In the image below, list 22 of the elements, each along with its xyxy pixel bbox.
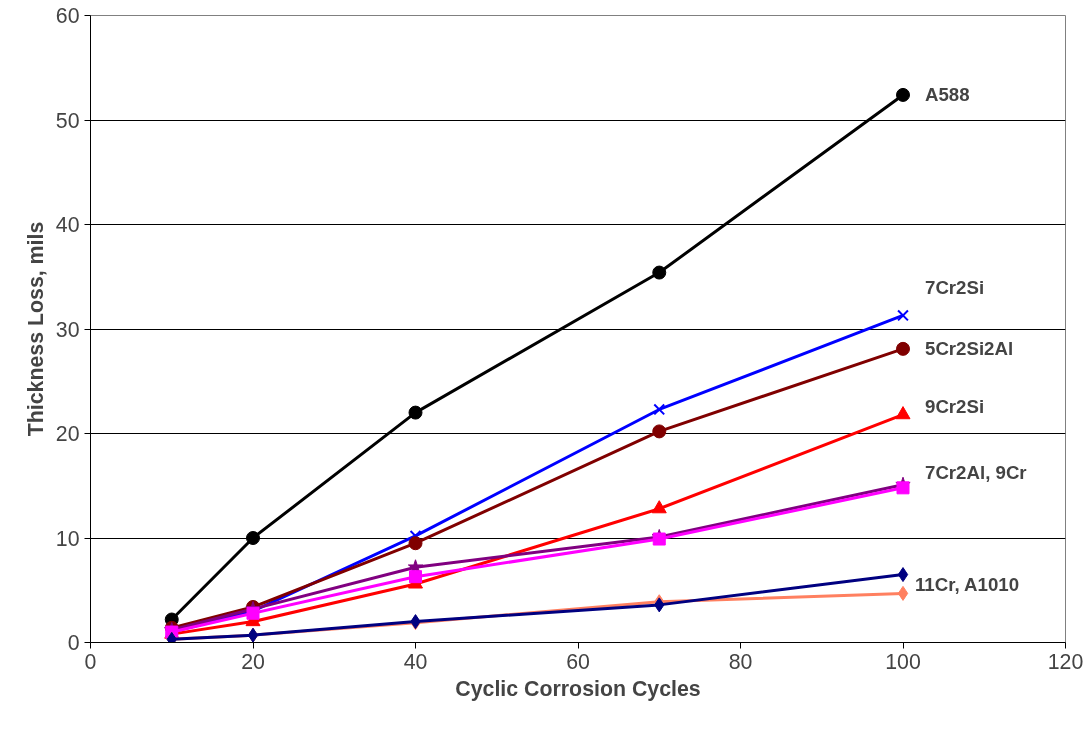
x-axis-title: Cyclic Corrosion Cycles xyxy=(455,676,701,701)
x-tick-label: 20 xyxy=(241,649,265,674)
y-tick-label: 40 xyxy=(55,213,80,237)
y-tick-label: 20 xyxy=(55,422,80,446)
annotation: 7Cr2Si xyxy=(925,276,985,298)
x-tick-label: 80 xyxy=(728,649,753,674)
annotation: A588 xyxy=(925,84,970,106)
x-tick-label: 40 xyxy=(403,649,428,674)
annotation: 7Cr2Al, 9Cr xyxy=(925,462,1027,484)
annotation: 11Cr, A1010 xyxy=(915,574,1020,596)
x-tick-label: 120 xyxy=(1047,649,1084,674)
annotation: 9Cr2Si xyxy=(925,396,985,418)
y-axis-title: Thickness Loss, mils xyxy=(23,221,48,437)
y-tick-label: 50 xyxy=(55,108,80,133)
x-tick-label: 0 xyxy=(84,649,97,674)
annotation: 5Cr2Si2Al xyxy=(925,338,1014,360)
x-tick-label: 60 xyxy=(566,649,590,674)
y-tick-label: 60 xyxy=(55,4,80,28)
y-tick-label: 0 xyxy=(67,631,80,655)
y-tick-label: 10 xyxy=(55,526,80,551)
y-tick-label: 30 xyxy=(55,317,80,342)
x-tick-label: 100 xyxy=(885,649,921,674)
